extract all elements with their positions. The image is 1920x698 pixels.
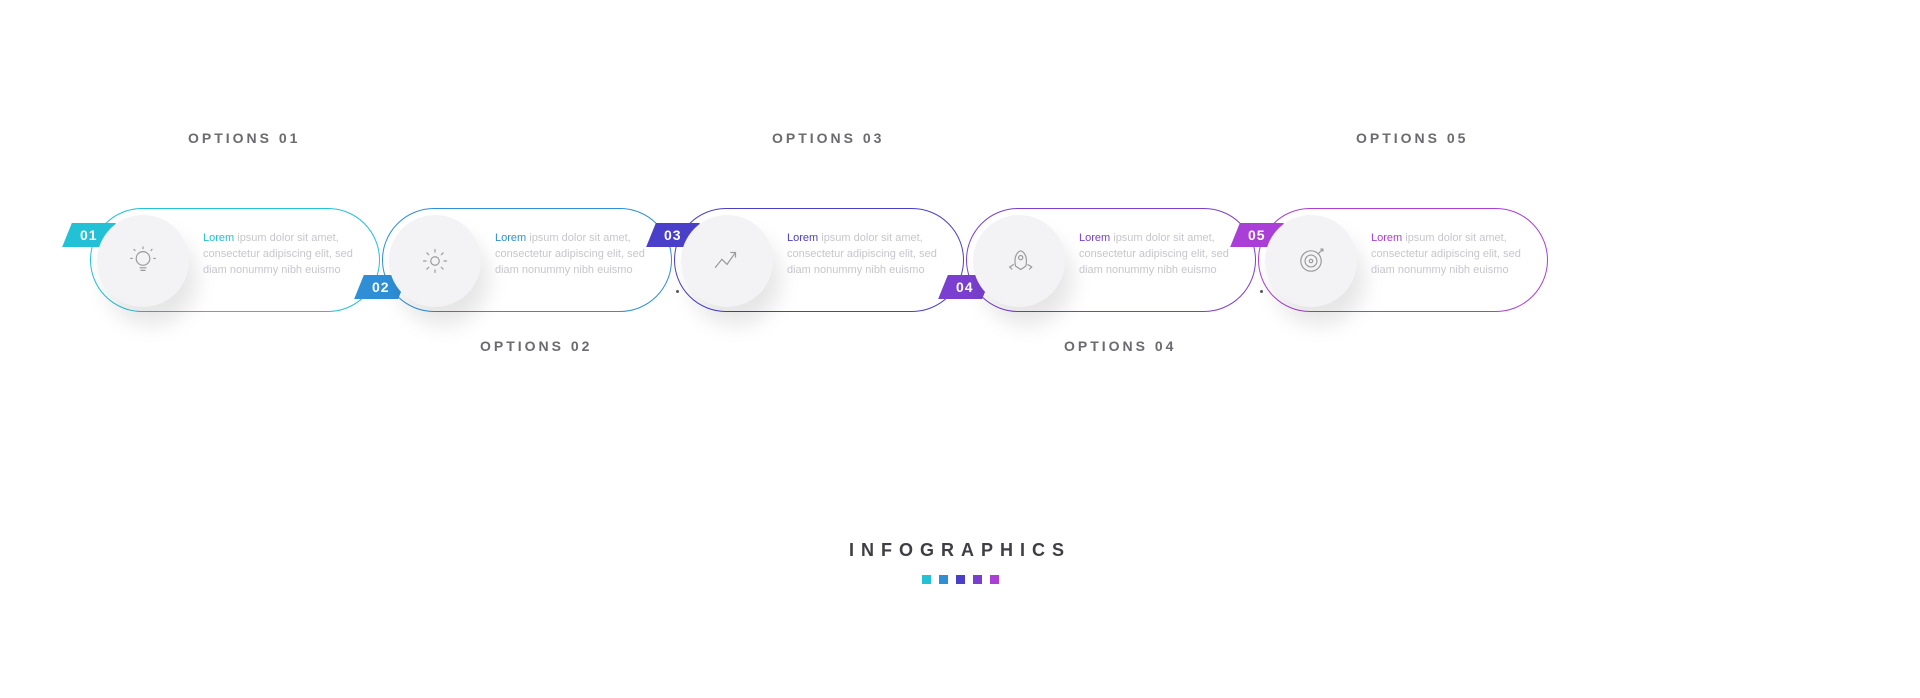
step-title: OPTIONS 03: [772, 130, 884, 146]
rocket-icon: [973, 215, 1065, 307]
step-title: OPTIONS 04: [1064, 338, 1176, 354]
step-title: OPTIONS 01: [188, 130, 300, 146]
chart-icon: [681, 215, 773, 307]
footer-title: INFOGRAPHICS: [0, 540, 1920, 561]
step-body: Lorem ipsum dolor sit amet, consectetur …: [787, 231, 941, 279]
step-body: Lorem ipsum dolor sit amet, consectetur …: [1371, 231, 1525, 279]
step-body: Lorem ipsum dolor sit amet, consectetur …: [203, 231, 357, 279]
footer: INFOGRAPHICS: [0, 540, 1920, 584]
step-card: 02 Lorem ipsum dolor sit amet, consectet…: [382, 208, 672, 312]
step-title: OPTIONS 02: [480, 338, 592, 354]
step-card: 04 Lorem ipsum dolor sit amet, consectet…: [966, 208, 1256, 312]
gear-icon: [389, 215, 481, 307]
step-card: 01 Lorem ipsum dolor sit amet, consectet…: [90, 208, 380, 312]
footer-swatches: [0, 575, 1920, 584]
target-icon: [1265, 215, 1357, 307]
infographic-stage: OPTIONS 01 01 Lorem ipsum dolor sit amet…: [50, 160, 1870, 360]
step-card: 03 Lorem ipsum dolor sit amet, consectet…: [674, 208, 964, 312]
bulb-icon: [97, 215, 189, 307]
step-card: 05 Lorem ipsum dolor sit amet, consectet…: [1258, 208, 1548, 312]
step-title: OPTIONS 05: [1356, 130, 1468, 146]
step-body: Lorem ipsum dolor sit amet, consectetur …: [1079, 231, 1233, 279]
step-body: Lorem ipsum dolor sit amet, consectetur …: [495, 231, 649, 279]
